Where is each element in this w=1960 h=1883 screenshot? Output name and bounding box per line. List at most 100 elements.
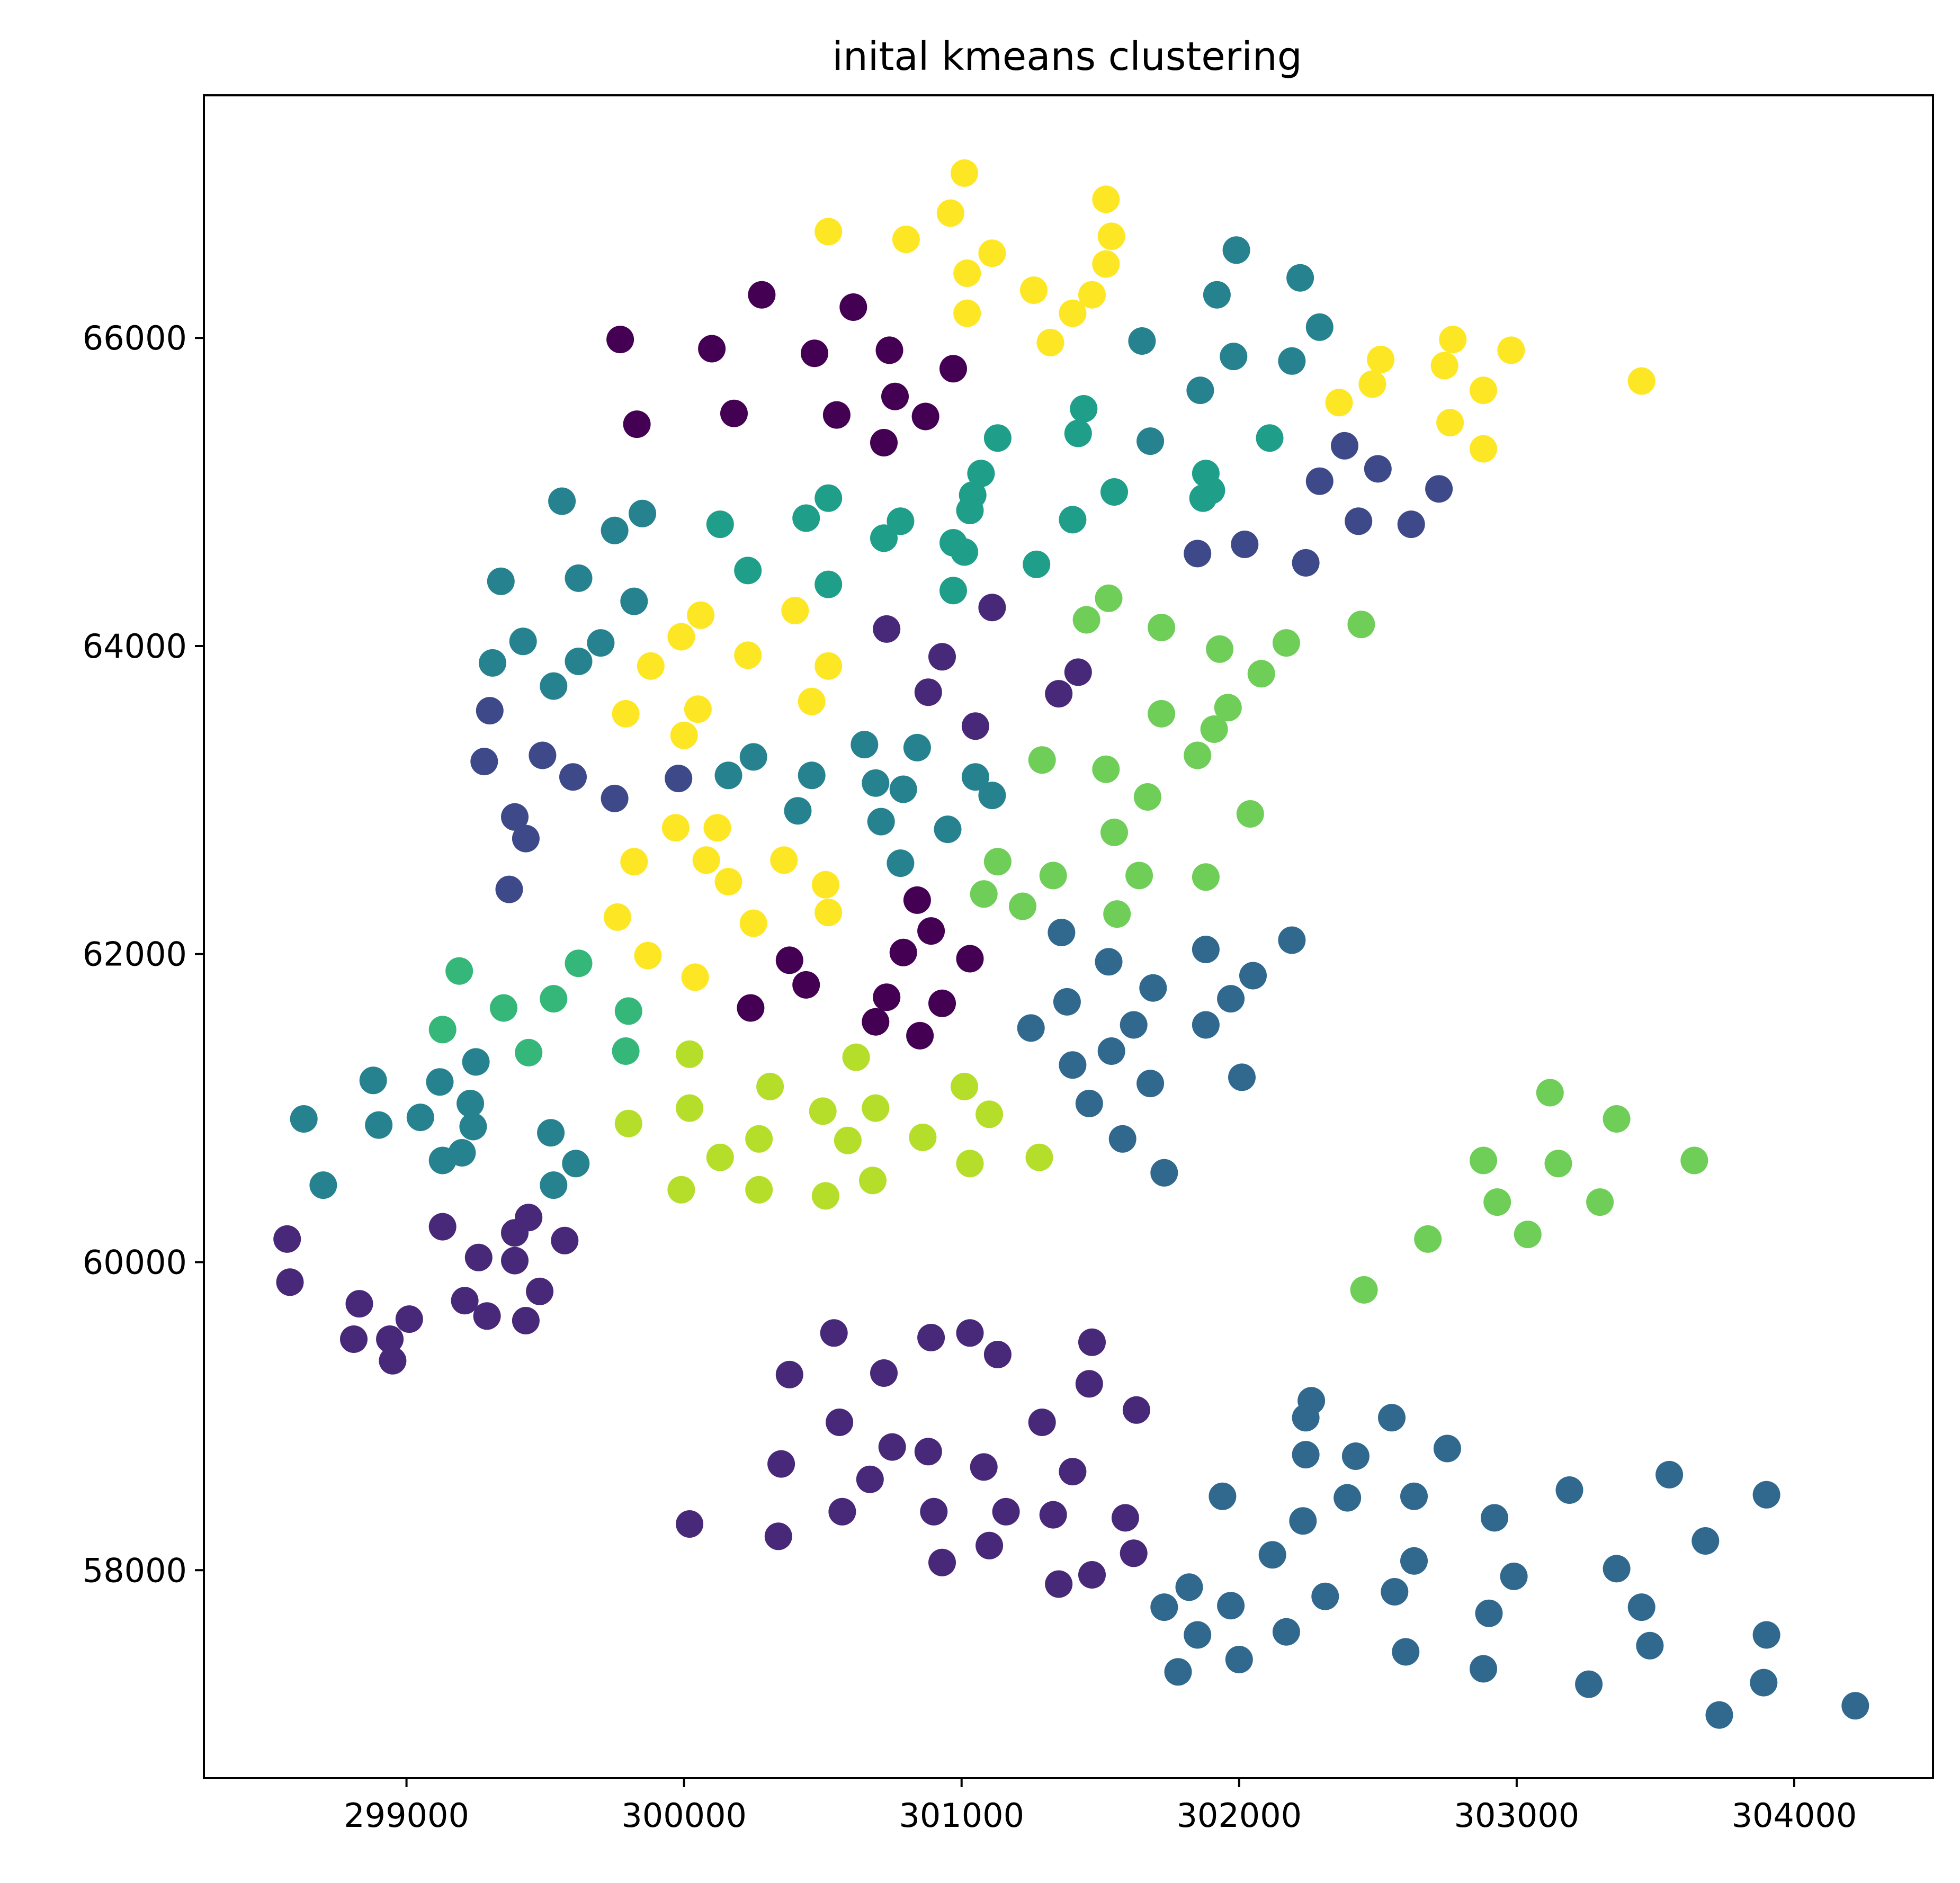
data-point [903,733,931,761]
data-point [601,784,629,812]
data-point [914,1438,942,1466]
data-point [1750,1669,1778,1697]
data-point [526,1277,554,1305]
data-point [464,1243,493,1271]
data-point [1470,435,1497,463]
data-point [811,1182,839,1210]
data-point [565,949,593,978]
data-point [956,945,984,973]
data-point [887,507,915,535]
data-point [1206,635,1234,663]
data-point [1111,1504,1139,1532]
data-point [1239,962,1267,990]
data-point [661,814,690,842]
data-point [781,597,809,624]
data-point [1367,345,1395,373]
data-point [815,218,843,246]
data-point [565,648,593,675]
data-point [856,1465,884,1493]
data-point [745,1176,773,1204]
data-point [815,652,843,680]
data-point [967,460,995,488]
data-point [1433,1434,1461,1463]
data-point [1272,1618,1300,1646]
data-point [462,1048,490,1076]
data-point [340,1325,368,1353]
data-point [828,1498,856,1526]
data-point [1078,1328,1106,1356]
data-point [1470,1146,1497,1174]
data-point [737,994,765,1022]
data-point [676,1040,704,1068]
data-point [703,814,731,842]
data-point [1297,1387,1326,1415]
data-point [1439,326,1467,354]
data-point [1059,299,1087,327]
data-point [1400,1547,1428,1575]
data-point [887,849,915,877]
data-point [956,1319,984,1347]
data-point [770,846,798,874]
data-point [756,1072,784,1100]
data-point [951,159,978,187]
data-point [917,1324,945,1351]
data-point [1048,919,1076,946]
data-point [512,824,540,853]
data-point [1220,343,1248,371]
x-axis: 299000 300000 301000 302000 303000 304000 [344,1778,1857,1835]
data-point [1092,250,1120,278]
data-point [1691,1527,1720,1555]
data-point [928,989,956,1017]
data-point [1125,862,1153,890]
data-point [537,1119,565,1147]
data-point [601,516,629,544]
data-point [1475,1599,1503,1627]
plot-frame [203,94,1934,1779]
y-tick-label: 60000 [83,1243,187,1282]
data-point [290,1105,318,1133]
data-point [975,1531,1004,1559]
data-point [720,399,748,427]
data-point [801,339,828,367]
data-point [1358,370,1386,398]
data-point [1217,985,1245,1013]
data-point [1059,1051,1087,1079]
data-point [792,504,820,532]
data-point [276,1268,304,1296]
data-point [784,797,812,825]
data-point [665,765,693,793]
data-point [1064,658,1092,686]
data-point [862,769,890,797]
data-point [1184,741,1212,769]
data-point [1025,1143,1053,1171]
data-point [1214,694,1242,722]
data-point [914,678,942,706]
data-point [706,1143,734,1171]
data-point [1097,222,1125,250]
data-point [1095,948,1123,976]
x-tick-label: 302000 [1176,1796,1302,1835]
data-point [1436,409,1464,437]
data-point [451,1287,479,1315]
data-point [1483,1188,1511,1216]
data-point [612,700,640,728]
data-point [983,424,1012,452]
data-point [1222,236,1250,264]
data-point [798,761,826,790]
data-point [815,570,843,598]
data-point [1225,1646,1253,1673]
data-point [587,629,615,657]
data-point [476,697,504,725]
data-point [1203,281,1231,309]
data-point [623,410,651,438]
data-point [565,564,593,592]
data-point [714,868,742,895]
data-point [1164,1658,1192,1686]
data-point [515,1038,543,1066]
data-point [903,886,931,914]
data-point [1752,1481,1780,1509]
points-layer [273,159,1869,1729]
data-point [1100,478,1128,506]
data-point [501,1247,529,1275]
x-tick-label: 301000 [899,1796,1024,1835]
